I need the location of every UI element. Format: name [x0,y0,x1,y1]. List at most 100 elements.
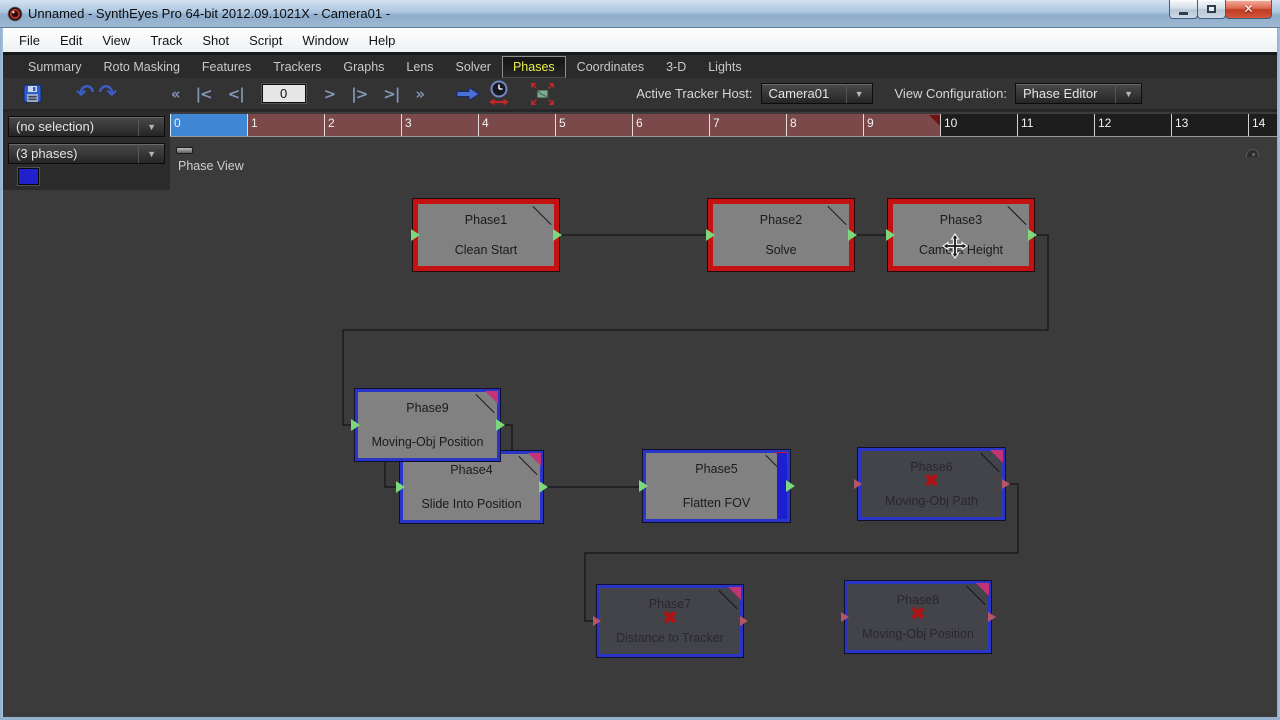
phase-node-phase8[interactable]: Phase8 Moving-Obj Position ✖ [841,581,996,653]
next-key-button[interactable]: >| [383,84,400,103]
timeline-frame-9[interactable]: 9 [863,114,940,136]
input-connector[interactable] [351,419,360,431]
input-connector[interactable] [639,480,648,492]
timeline-frame-10[interactable]: 10 [940,114,1017,136]
maximize-button[interactable] [1197,0,1226,19]
timeline-frame-12[interactable]: 12 [1094,114,1171,136]
timeline-frame-14[interactable]: 14 [1248,114,1277,136]
output-connector[interactable] [539,481,548,493]
phase-node-phase1[interactable]: Phase1 Clean Start [411,199,562,271]
node-subtitle: Moving-Obj Path [884,494,979,508]
undo-button[interactable]: ↶ [76,80,95,106]
menu-view[interactable]: View [102,32,131,48]
active-tracker-host-dropdown[interactable]: Camera01 ▼ [760,83,873,104]
window-frame [1277,28,1280,720]
corner-flag-icon [528,453,541,466]
phase-node-phase6[interactable]: Phase6 Moving-Obj Path ✖ [854,448,1010,520]
output-connector[interactable] [496,419,505,431]
timeline-ruler[interactable]: 0 1 2 3 4 5 6 7 8 9 10 11 12 13 14 [170,114,1277,137]
phase-view-label: Phase View [178,159,244,173]
redo-button[interactable]: ↷ [98,80,117,106]
go-to-start-button[interactable]: « [170,84,181,103]
tab-phases[interactable]: Phases [501,55,566,78]
phase-node-phase3[interactable]: Phase3 Camera Height [886,199,1037,271]
output-connector[interactable] [553,229,562,241]
view-configuration-value: Phase Editor [1023,86,1098,101]
input-connector[interactable] [854,479,862,489]
tab-lens[interactable]: Lens [406,59,434,74]
input-connector[interactable] [841,612,849,622]
tab-trackers[interactable]: Trackers [273,59,322,74]
close-icon: ✕ [1243,2,1254,16]
close-button[interactable]: ✕ [1225,0,1272,19]
input-connector[interactable] [593,616,601,626]
tab-graphs[interactable]: Graphs [343,59,385,74]
phase-node-phase4[interactable]: Phase4 Slide Into Position [396,451,548,523]
phase-node-phase5[interactable]: Phase5 Flatten FOV [639,450,795,522]
phase-node-phase9[interactable]: Phase9 Moving-Obj Position [351,389,505,461]
output-connector[interactable] [740,616,748,626]
menu-help[interactable]: Help [368,32,396,48]
tab-lights[interactable]: Lights [708,59,742,74]
output-connector[interactable] [1002,479,1010,489]
timeline-frame-4[interactable]: 4 [478,114,555,136]
menu-window[interactable]: Window [302,32,349,48]
timeline-frame-3[interactable]: 3 [401,114,478,136]
output-connector[interactable] [1028,229,1037,241]
input-connector[interactable] [396,481,405,493]
selection-dropdown[interactable]: (no selection) ▼ [8,116,165,137]
fit-view-button[interactable] [530,82,555,106]
timeline-frame-6[interactable]: 6 [632,114,709,136]
timeline-frame-7[interactable]: 7 [709,114,786,136]
retiming-clock-button[interactable] [488,80,510,107]
go-to-end-button[interactable]: » [415,84,425,103]
timeline-frame-8[interactable]: 8 [786,114,863,136]
title-bar[interactable]: Unnamed - SynthEyes Pro 64-bit 2012.09.1… [0,0,1280,28]
menu-script[interactable]: Script [249,32,283,48]
prev-frame-button[interactable]: <| [227,84,245,103]
output-connector[interactable] [988,612,996,622]
input-connector[interactable] [706,229,715,241]
timeline-frame-2[interactable]: 2 [324,114,401,136]
panel-collapse-icon[interactable] [1246,149,1259,157]
tab-3-d[interactable]: 3-D [666,59,687,74]
tab-summary[interactable]: Summary [28,59,82,74]
jump-forward-button[interactable] [456,86,480,102]
prev-key-button[interactable]: |< [195,84,213,103]
timeline-frame-5[interactable]: 5 [555,114,632,136]
save-button[interactable] [23,84,42,103]
timeline-frame-0[interactable]: 0 [170,114,247,136]
input-connector[interactable] [411,229,420,241]
frame-counter[interactable]: 0 [261,84,306,103]
panel-handle-icon[interactable] [176,147,193,154]
menu-edit[interactable]: Edit [59,32,83,48]
timeline-frame-11[interactable]: 11 [1017,114,1094,136]
menu-shot[interactable]: Shot [202,32,230,48]
tab-bar: Summary Roto Masking Features Trackers Graph… [3,52,1277,78]
view-configuration-dropdown[interactable]: Phase Editor ▼ [1015,83,1142,104]
menu-track[interactable]: Track [150,32,183,48]
tab-solver[interactable]: Solver [455,59,491,74]
phase-node-phase7[interactable]: Phase7 Distance to Tracker ✖ [593,585,748,657]
input-connector[interactable] [886,229,895,241]
output-connector[interactable] [848,229,857,241]
play-button[interactable]: > [323,84,337,103]
timeline-frame-1[interactable]: 1 [247,114,324,136]
phase-color-swatch[interactable] [18,168,39,185]
maximize-icon [1207,5,1216,13]
chevron-down-icon: ▼ [1115,84,1141,103]
phases-dropdown[interactable]: (3 phases) ▼ [8,143,165,164]
tab-roto-masking[interactable]: Roto Masking [103,59,180,74]
window-frame [0,28,3,720]
tab-coordinates[interactable]: Coordinates [576,59,645,74]
corner-flag-icon [485,391,498,404]
disabled-x-icon: ✖ [662,608,678,629]
phase-node-phase2[interactable]: Phase2 Solve [706,199,857,271]
output-connector[interactable] [786,480,795,492]
tab-features[interactable]: Features [201,59,252,74]
next-frame-button[interactable]: |> [351,84,368,103]
menu-file[interactable]: File [19,32,40,48]
timeline-frame-13[interactable]: 13 [1171,114,1248,136]
minimize-button[interactable] [1169,0,1198,19]
